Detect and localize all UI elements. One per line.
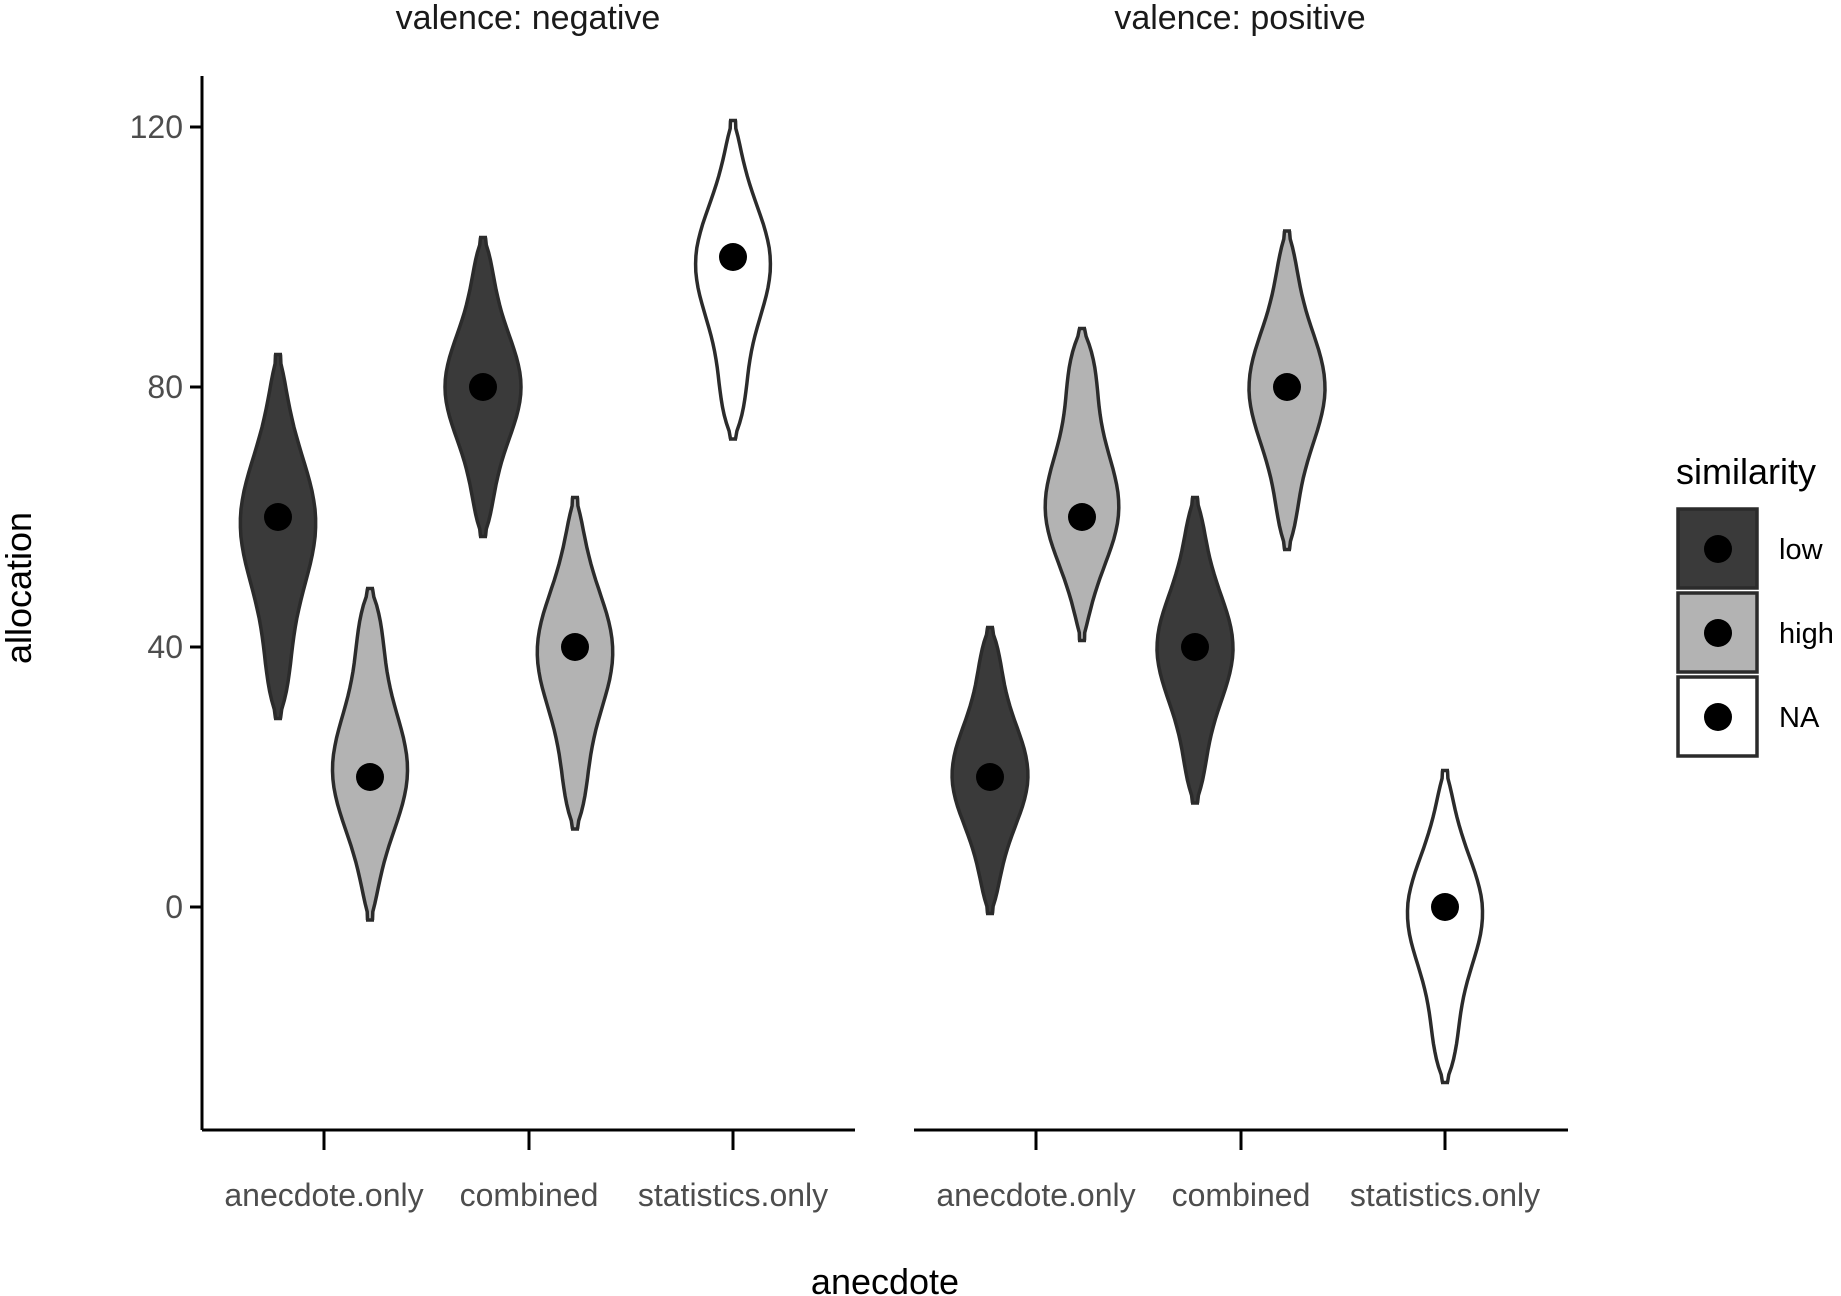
legend-keys: low high NA <box>1676 507 1834 758</box>
x-tick-label-anecdote-only: anecdote.only <box>224 1177 423 1213</box>
violins <box>238 118 1485 1085</box>
mean-points <box>264 243 1459 921</box>
mean-point-valence-negative-combined-low <box>469 373 497 401</box>
x-tick-label-combined: combined <box>460 1177 599 1213</box>
mean-point-valence-negative-anecdote-only-high <box>356 763 384 791</box>
y-axis-title: allocation <box>0 512 39 664</box>
legend-point-na <box>1704 703 1732 731</box>
axes <box>200 76 1568 1132</box>
legend-point-low <box>1704 535 1732 563</box>
x-tick-label-statistics-only: statistics.only <box>1350 1177 1540 1213</box>
y-tick-label: 120 <box>130 109 183 145</box>
x-tick-label-statistics-only: statistics.only <box>638 1177 828 1213</box>
legend-key-low <box>1676 507 1759 590</box>
mean-point-valence-positive-anecdote-only-low <box>976 763 1004 791</box>
violin-valence-positive-anecdote-only-high <box>1043 326 1121 643</box>
y-tick-label: 0 <box>165 889 183 925</box>
violin-valence-negative-combined-high <box>535 495 615 831</box>
mean-point-valence-positive-combined-high <box>1273 373 1301 401</box>
x-ticks: anecdote.only combined statistics.only anec… <box>224 1130 1540 1213</box>
facet-titles: valence: negative valence: positive <box>396 0 1366 37</box>
y-tick-label: 80 <box>147 369 183 405</box>
mean-point-valence-positive-statistics-only-na <box>1431 893 1459 921</box>
legend-label-na: NA <box>1779 702 1820 734</box>
mean-point-valence-negative-anecdote-only-low <box>264 503 292 531</box>
legend-label-low: low <box>1779 534 1824 566</box>
y-tick-label: 40 <box>147 629 183 665</box>
x-tick-label-anecdote-only: anecdote.only <box>936 1177 1135 1213</box>
violin-valence-negative-anecdote-only-low <box>238 352 318 721</box>
mean-point-valence-positive-combined-low <box>1181 633 1209 661</box>
mean-point-valence-positive-anecdote-only-high <box>1068 503 1096 531</box>
violin-valence-negative-statistics-only-na <box>693 118 773 441</box>
facet-title-positive: valence: positive <box>1114 0 1365 37</box>
legend-label-high: high <box>1779 618 1834 650</box>
x-axis-title: anecdote <box>811 1261 959 1296</box>
mean-point-valence-negative-statistics-only-na <box>719 243 747 271</box>
mean-point-valence-negative-combined-high <box>561 633 589 661</box>
x-tick-label-combined: combined <box>1172 1177 1311 1213</box>
y-ticks: 0 40 80 120 <box>130 109 202 925</box>
legend: similarity low high NA <box>1676 451 1834 758</box>
violin-valence-negative-anecdote-only-high <box>330 586 410 922</box>
legend-point-high <box>1704 619 1732 647</box>
violin-valence-positive-statistics-only-na <box>1405 768 1485 1085</box>
legend-title: similarity <box>1676 451 1816 492</box>
facet-title-negative: valence: negative <box>396 0 661 37</box>
